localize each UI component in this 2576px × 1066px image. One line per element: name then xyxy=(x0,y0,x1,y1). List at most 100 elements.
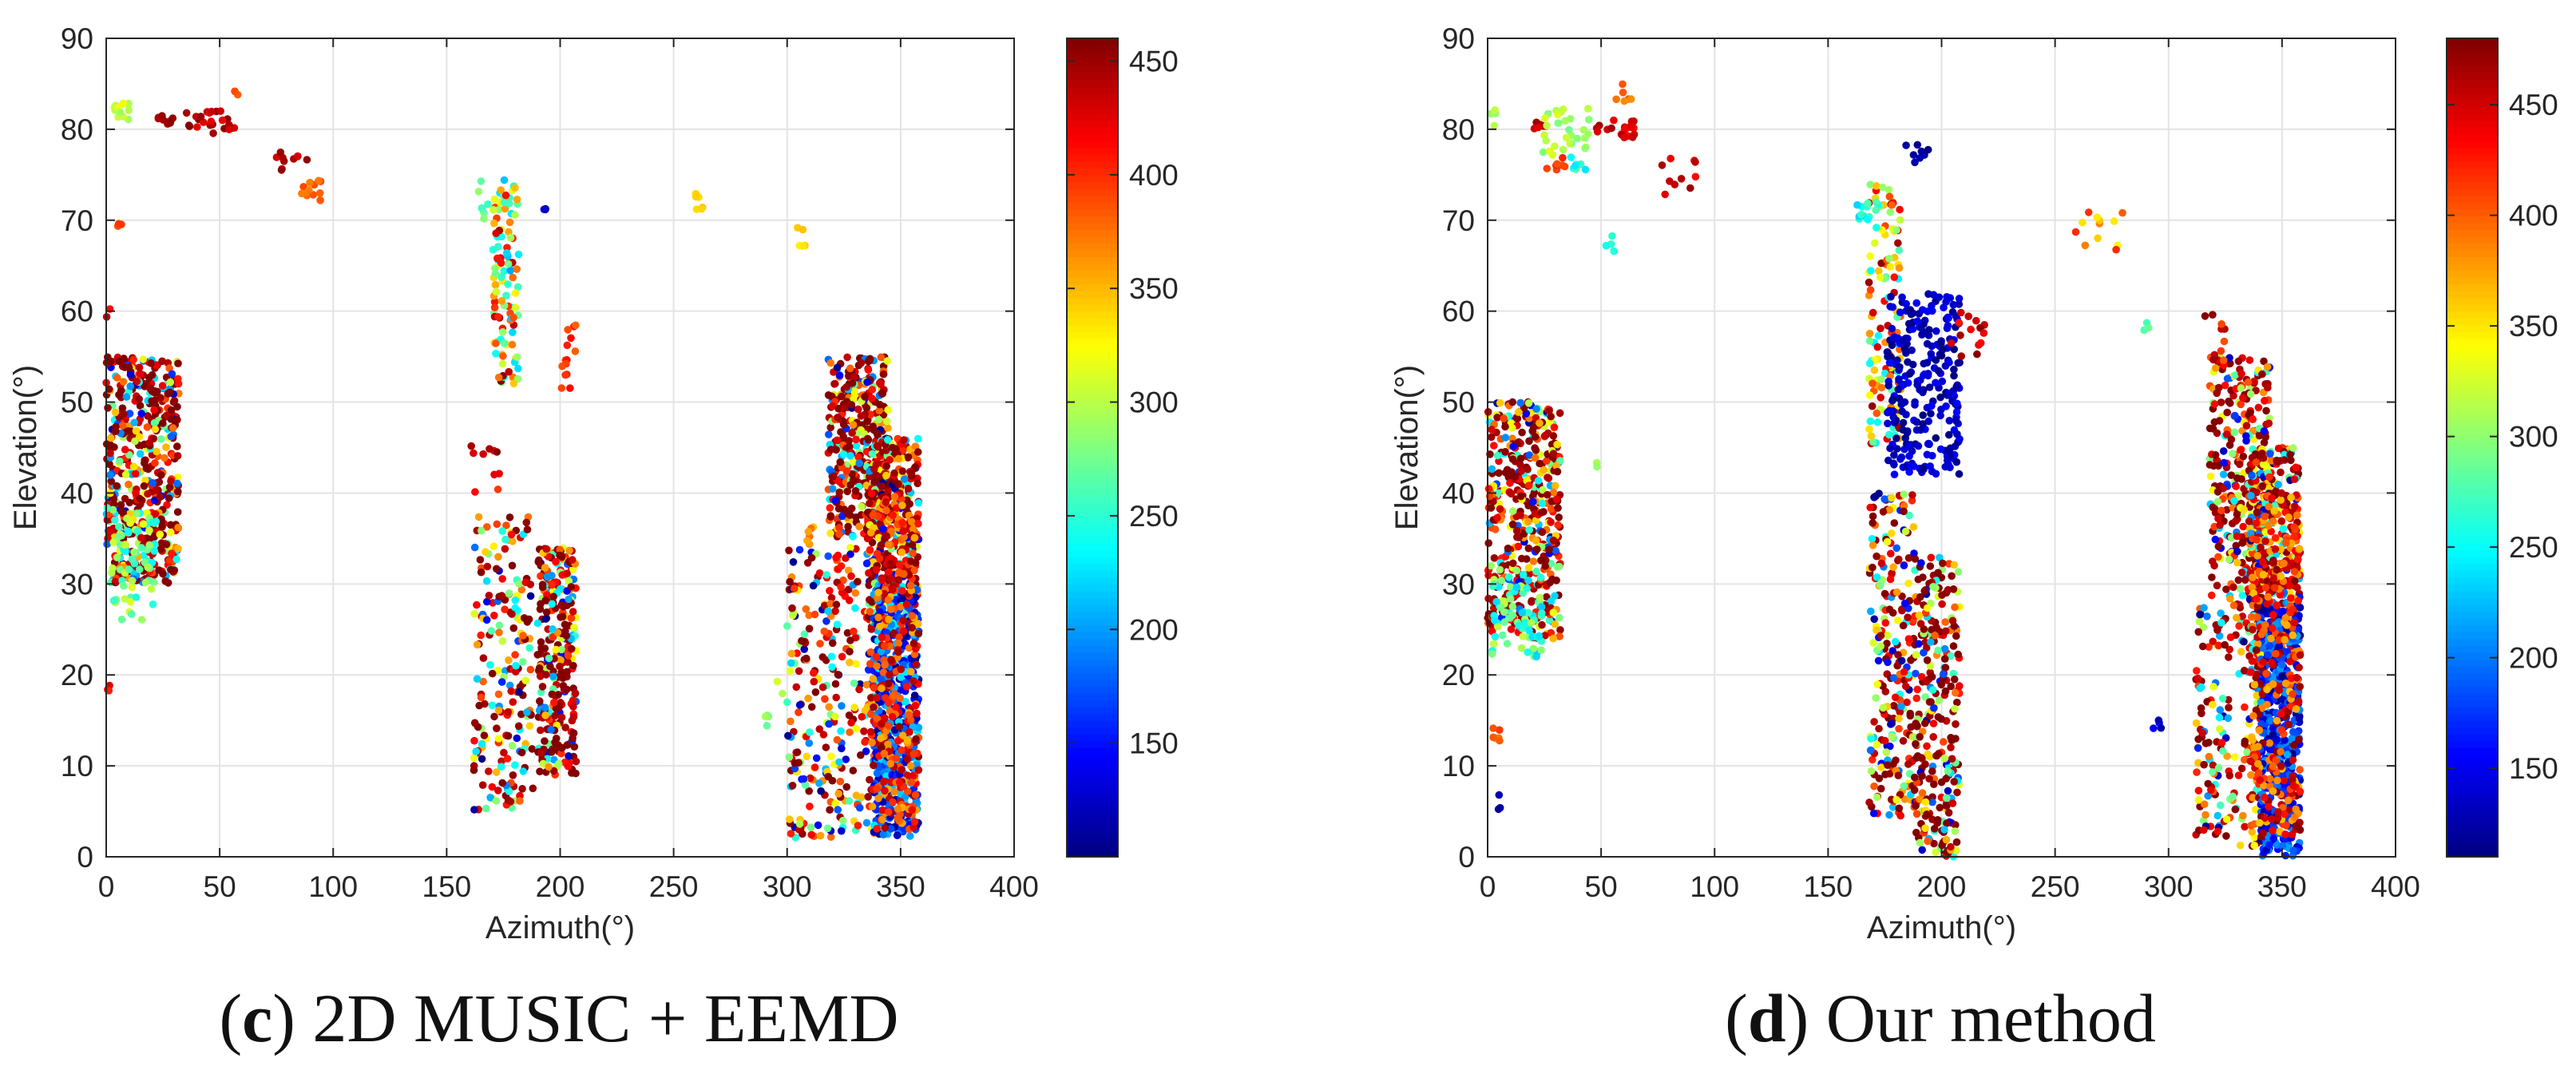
data-point xyxy=(158,357,166,366)
data-point xyxy=(541,596,549,604)
data-point xyxy=(492,768,501,776)
data-point xyxy=(1950,345,1958,354)
colorbar-segment xyxy=(1067,754,1118,763)
data-point xyxy=(1919,411,1927,419)
data-point xyxy=(893,504,901,513)
colorbar-segment xyxy=(1067,58,1118,66)
data-point xyxy=(1549,450,1558,458)
data-point xyxy=(1884,348,1892,356)
data-point xyxy=(833,620,842,628)
data-point xyxy=(483,523,491,531)
data-point xyxy=(894,576,903,585)
data-point xyxy=(167,406,176,414)
data-point xyxy=(565,577,573,585)
data-point xyxy=(824,391,833,399)
data-point xyxy=(1867,767,1876,775)
data-point xyxy=(162,541,171,549)
data-point xyxy=(1896,216,1904,224)
data-point xyxy=(874,533,883,542)
data-point xyxy=(1892,434,1900,442)
data-point xyxy=(1873,573,1881,581)
data-point xyxy=(129,462,138,471)
data-point xyxy=(887,574,895,583)
data-point xyxy=(231,87,239,96)
data-point xyxy=(805,611,813,620)
data-point xyxy=(513,265,521,273)
data-point xyxy=(1872,198,1880,206)
data-point xyxy=(1873,182,1880,190)
data-point xyxy=(525,644,533,652)
data-point xyxy=(869,675,878,683)
data-point xyxy=(132,426,141,435)
data-point xyxy=(882,498,890,506)
data-point xyxy=(910,566,918,575)
data-point xyxy=(1886,575,1895,584)
colorbar-tick-label: 150 xyxy=(1129,727,1179,760)
data-point xyxy=(1865,278,1873,287)
colorbar-segment xyxy=(1067,406,1118,414)
data-point xyxy=(1489,640,1498,648)
data-point xyxy=(533,619,542,628)
data-point xyxy=(910,533,919,542)
data-point xyxy=(494,690,503,699)
data-point xyxy=(1932,378,1940,387)
data-point xyxy=(878,806,887,814)
data-point xyxy=(497,592,506,600)
data-point xyxy=(1912,299,1920,307)
data-point xyxy=(1593,462,1601,471)
colorbar-segment xyxy=(1067,174,1118,183)
data-point xyxy=(833,735,842,744)
data-point xyxy=(878,482,886,490)
data-point xyxy=(896,561,904,569)
colorbar-tick-label: 250 xyxy=(1129,500,1179,533)
colorbar-segment xyxy=(1067,372,1118,380)
data-point xyxy=(1540,466,1548,474)
data-point xyxy=(1938,841,1946,850)
colorbar-segment xyxy=(1067,318,1118,326)
data-point xyxy=(1947,682,1955,691)
data-point xyxy=(835,488,843,497)
data-point xyxy=(1908,491,1916,499)
data-point xyxy=(866,545,874,554)
data-point xyxy=(548,581,557,589)
data-point xyxy=(902,697,910,706)
colorbar-segment xyxy=(1067,570,1118,578)
data-point xyxy=(121,363,129,371)
data-point xyxy=(567,334,575,343)
data-point xyxy=(130,418,138,426)
data-point xyxy=(490,612,498,620)
data-point xyxy=(498,527,506,535)
data-point xyxy=(852,660,861,668)
data-point xyxy=(1514,408,1523,416)
scatter-panel-right: 0 50 100 150 200 250 300 350 4000102030405060708… xyxy=(1389,22,2558,945)
data-point xyxy=(1925,326,1933,334)
data-point xyxy=(1921,693,1929,701)
data-point xyxy=(831,496,839,505)
data-point xyxy=(196,113,205,121)
data-point xyxy=(1879,508,1888,516)
data-point xyxy=(572,757,581,766)
data-point xyxy=(120,581,128,590)
data-point xyxy=(165,557,173,565)
data-point xyxy=(866,710,875,719)
data-point xyxy=(1501,434,1510,442)
data-point xyxy=(1932,327,1940,335)
data-point xyxy=(1898,293,1906,302)
data-point xyxy=(913,709,921,718)
data-point xyxy=(497,678,506,686)
data-point xyxy=(106,449,114,458)
data-point xyxy=(1549,537,1558,545)
data-point xyxy=(900,533,908,541)
data-point xyxy=(493,485,502,493)
data-point xyxy=(894,648,902,656)
data-point xyxy=(874,588,882,596)
data-point xyxy=(886,671,894,679)
data-point xyxy=(1490,121,1499,130)
data-point xyxy=(861,707,870,715)
data-point xyxy=(526,665,535,674)
colorbar-segment xyxy=(1067,802,1118,810)
data-point xyxy=(1904,358,1912,367)
data-point xyxy=(1496,505,1504,513)
data-point xyxy=(1899,621,1908,630)
data-point xyxy=(873,662,881,670)
